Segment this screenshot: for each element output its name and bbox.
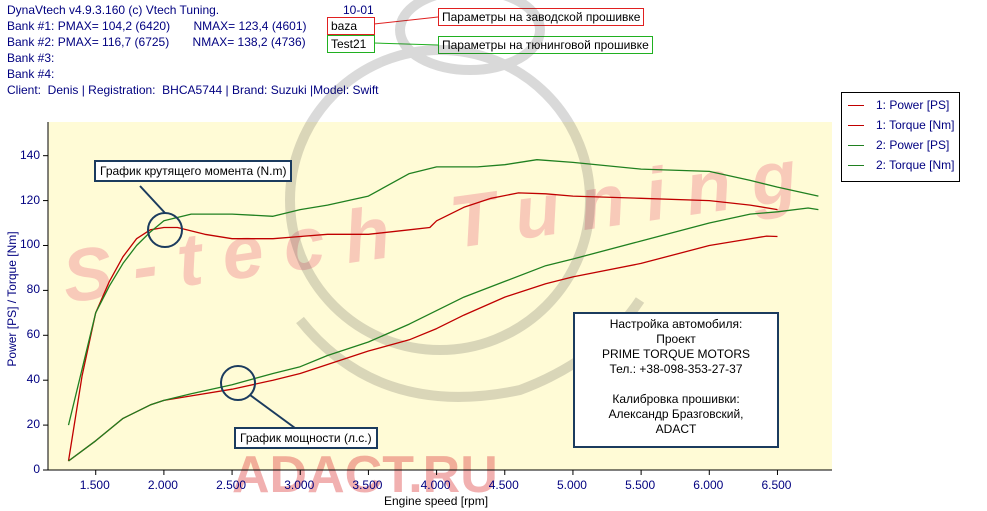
legend-item: 2: Power [PS] — [848, 137, 958, 153]
app-title: DynaVtech v4.9.3.160 (c) Vtech Tuning. — [7, 3, 220, 17]
bank3-summary: Bank #3: — [7, 51, 55, 65]
bank1-description: Параметры на заводской прошивке — [438, 8, 645, 26]
bank1-summary: Bank #1: PMAX= 104,2 (6420) NMAX= 123,4 … — [7, 19, 307, 33]
x-axis-label: Engine speed [rpm] — [384, 494, 489, 508]
y-tick-label: 80 — [26, 282, 40, 297]
legend-label: 1: Power [PS] — [876, 98, 950, 112]
y-tick-label: 120 — [19, 192, 40, 207]
legend-swatch — [848, 145, 864, 146]
y-tick-label: 60 — [26, 327, 40, 342]
info-line: Проект — [656, 332, 696, 346]
client-info: Client: Denis | Registration: BHCA5744 |… — [7, 83, 379, 97]
series-line — [68, 207, 819, 462]
x-tick-label: 4.000 — [420, 478, 451, 492]
y-tick-label: 100 — [19, 237, 40, 252]
y-tick-label: 0 — [33, 462, 40, 476]
legend-label: 1: Torque [Nm] — [876, 118, 955, 132]
legend-label: 2: Torque [Nm] — [876, 158, 955, 172]
y-axis-label: Power [PS] / Torque [Nm] — [5, 231, 19, 367]
tuner-info-box: Настройка автомобиля: Проект PRIME TORQU… — [573, 312, 779, 448]
series-line — [67, 159, 819, 426]
legend-swatch — [848, 125, 864, 126]
info-line: PRIME TORQUE MOTORS — [601, 347, 751, 361]
torque-annotation: График крутящего момента (N.m) — [94, 160, 293, 182]
x-tick-label: 6.000 — [693, 478, 724, 492]
x-tick-label: 5.500 — [625, 478, 656, 492]
axes — [47, 122, 832, 471]
x-tick-label: 6.500 — [761, 478, 792, 492]
bank1-name-tag: baza — [327, 17, 375, 35]
legend-label: 2: Power [PS] — [876, 138, 950, 152]
watermark-text: ADACT.RU — [232, 446, 498, 504]
bank4-summary: Bank #4: — [7, 67, 55, 81]
x-tick-label: 5.000 — [556, 478, 587, 492]
legend-item: 1: Torque [Nm] — [848, 117, 958, 133]
legend-item: 1: Power [PS] — [848, 97, 958, 113]
x-tick-label: 3.000 — [284, 478, 315, 492]
series-line — [67, 192, 778, 462]
legend-item: 2: Torque [Nm] — [848, 157, 958, 173]
y-tick-label: 20 — [26, 417, 40, 432]
info-line: ADACT — [655, 422, 697, 436]
bank2-description: Параметры на тюнинговой прошивке — [438, 36, 653, 54]
y-tick-label: 40 — [26, 372, 40, 387]
info-line: Александр Бразговский, — [608, 407, 744, 421]
test-code: 10-01 — [343, 3, 374, 17]
x-tick-label: 4.500 — [488, 478, 519, 492]
x-tick-label: 2.500 — [216, 478, 247, 492]
x-tick-label: 1.500 — [79, 478, 110, 492]
y-tick-label: 140 — [19, 147, 40, 162]
legend-swatch — [848, 165, 864, 166]
bank2-summary: Bank #2: PMAX= 116,7 (6725) NMAX= 138,2 … — [7, 35, 306, 49]
power-annotation: График мощности (л.с.) — [234, 427, 378, 449]
x-tick-label: 3.500 — [352, 478, 383, 492]
info-line: Калибровка прошивки: — [612, 392, 740, 406]
chart-legend: 1: Power [PS] 1: Torque [Nm] 2: Power [P… — [841, 92, 960, 182]
legend-swatch — [848, 105, 864, 106]
info-line: Тел.: +38-098-353-27-37 — [609, 362, 743, 376]
x-tick-label: 2.000 — [147, 478, 178, 492]
info-line: Настройка автомобиля: — [609, 317, 743, 331]
